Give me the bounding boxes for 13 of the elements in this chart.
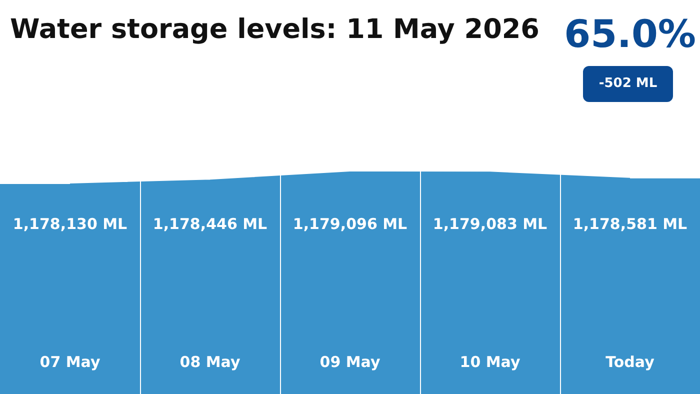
chart-title: Water storage levels: 11 May 2026 [10,14,540,45]
data-label: 1,178,581 ML [572,214,688,233]
text: -502 ML [583,66,673,102]
x-tick-label: 10 May [460,352,520,371]
data-label: 1,178,446 ML [152,214,268,233]
data-label: 1,179,083 ML [432,214,548,233]
text: 65.0% [564,12,696,56]
x-tick-label: 07 May [40,352,100,371]
data-label: 1,178,130 ML [12,214,128,233]
data-label: 1,179,096 ML [292,214,408,233]
x-tick-label: 09 May [320,352,380,371]
x-tick-label: 08 May [180,352,240,371]
x-tick-label: Today [606,352,655,371]
